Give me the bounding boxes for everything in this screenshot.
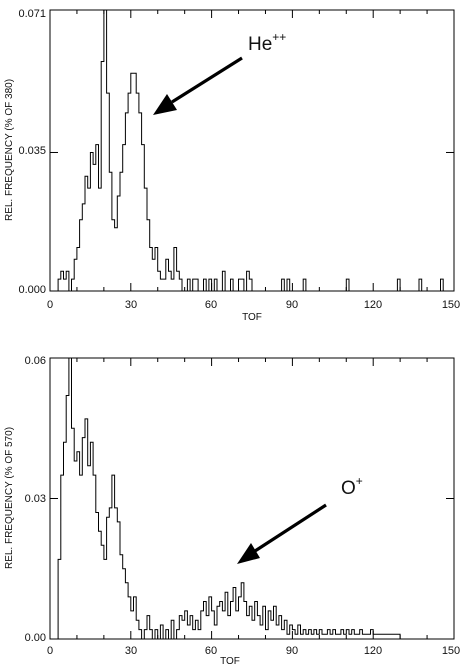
ion-annotation-label: He++ bbox=[248, 30, 286, 55]
ion-symbol: He bbox=[248, 34, 272, 55]
x-tick-label: 120 bbox=[364, 645, 382, 657]
panel-o: 0.00 0.03 0.06 0 30 60 90 120 150 TOF RE… bbox=[4, 355, 460, 667]
ion-symbol: O bbox=[341, 478, 356, 499]
x-tick-label: 0 bbox=[47, 645, 53, 657]
x-tick-label: 30 bbox=[125, 299, 137, 311]
x-tick-label: 150 bbox=[442, 299, 460, 311]
x-tick-label: 90 bbox=[286, 645, 298, 657]
y-tick-label: 0.035 bbox=[18, 145, 46, 157]
y-tick-label: 0.06 bbox=[25, 355, 46, 367]
y-tick-label: 0.071 bbox=[18, 8, 46, 20]
x-tick-label: 150 bbox=[442, 645, 460, 657]
y-tick-label: 0.00 bbox=[25, 632, 46, 644]
y-axis-title: REL. FREQUENCY (% OF 380) bbox=[4, 79, 15, 221]
panel-he: 0.000 0.035 0.071 0 30 60 90 120 150 TOF… bbox=[4, 8, 460, 323]
x-tick-label: 90 bbox=[286, 299, 298, 311]
axis-ticks bbox=[49, 357, 455, 640]
pointer-arrow-shaft bbox=[171, 56, 243, 104]
pointer-arrow-shaft bbox=[254, 503, 327, 553]
y-tick-label: 0.000 bbox=[18, 284, 46, 296]
x-tick-label: 30 bbox=[125, 645, 137, 657]
pointer-arrow-head bbox=[237, 543, 260, 564]
x-tick-label: 60 bbox=[205, 645, 217, 657]
axis-ticks bbox=[49, 9, 455, 292]
x-tick-label: 120 bbox=[364, 299, 382, 311]
y-axis-title: REL. FREQUENCY (% OF 570) bbox=[4, 427, 15, 569]
x-tick-label: 60 bbox=[205, 299, 217, 311]
y-tick-label: 0.03 bbox=[25, 493, 46, 505]
plot-frame bbox=[49, 357, 455, 640]
ion-annotation-label: O+ bbox=[341, 474, 363, 499]
histogram-line bbox=[57, 9, 444, 292]
pointer-arrow-head bbox=[153, 94, 177, 115]
x-tick-label: 0 bbox=[47, 299, 53, 311]
ion-charge: ++ bbox=[272, 30, 286, 44]
ion-charge: + bbox=[356, 474, 363, 488]
x-axis-title: TOF bbox=[242, 312, 262, 323]
x-axis-title: TOF bbox=[220, 656, 240, 667]
histogram-line bbox=[57, 357, 401, 640]
